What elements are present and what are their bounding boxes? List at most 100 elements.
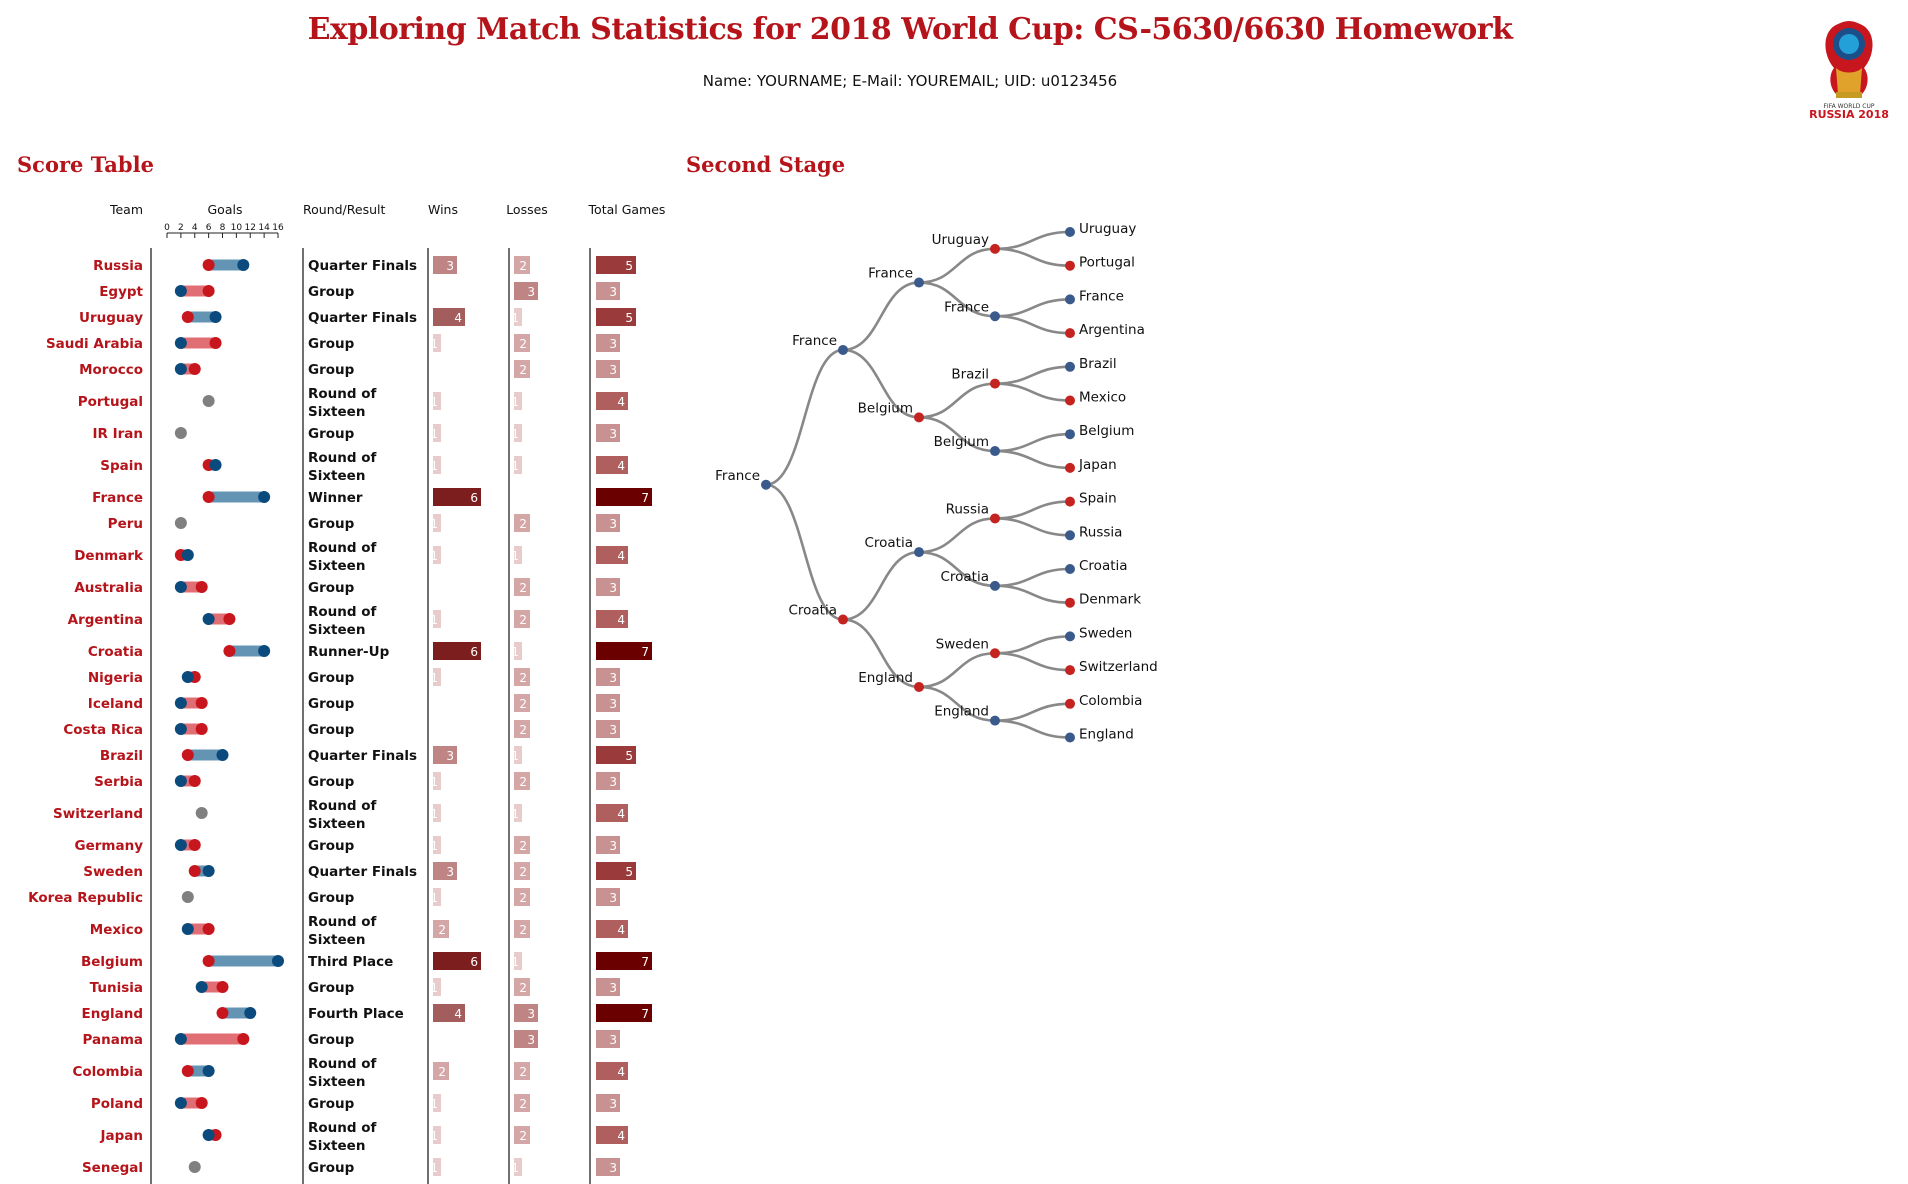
- tree-node: Mexico: [1065, 390, 1126, 406]
- tree-node-dot: [1065, 530, 1075, 541]
- tree-leaf-label: Uruguay: [1079, 221, 1136, 237]
- tree-node-label: France: [715, 468, 760, 484]
- losses-bar: [514, 334, 530, 352]
- losses-bar: [514, 694, 530, 712]
- wins-bar: [433, 746, 457, 764]
- tree-node-dot: [1065, 597, 1075, 608]
- tree-node: France: [1065, 288, 1124, 305]
- losses-value: 1: [511, 395, 519, 409]
- goals-conceded-dot: [202, 491, 215, 503]
- wins-bar: [433, 546, 441, 564]
- goals-made-dot: [244, 1007, 257, 1019]
- tree-leaf-label: Russia: [1079, 524, 1122, 540]
- round-result: Group: [308, 838, 355, 854]
- losses-value: 3: [527, 1033, 535, 1047]
- losses-bar: [514, 720, 530, 738]
- losses-bar: [514, 952, 522, 970]
- round-result: Quarter Finals: [308, 258, 417, 274]
- round-result-line2: Sixteen: [308, 1074, 365, 1090]
- tree-node-dot: [1065, 395, 1075, 406]
- goals-conceded-dot: [223, 645, 236, 657]
- table-row: IR Iran Group 1 1 3: [92, 424, 620, 442]
- goals-tie-dot: [202, 395, 215, 407]
- losses-bar: [514, 1004, 538, 1022]
- table-row: Spain Round of Sixteen 1 1 4: [100, 450, 628, 484]
- goals-axis-tick-label: 14: [258, 223, 270, 233]
- wins-value: 1: [430, 1129, 438, 1143]
- total-value: 4: [617, 613, 625, 627]
- total-bar: [596, 578, 620, 596]
- table-row: Argentina Round of Sixteen 1 2 4: [68, 604, 628, 638]
- tree-link: [994, 298, 1071, 318]
- losses-bar: [514, 1062, 530, 1080]
- losses-bar: [514, 578, 530, 596]
- goals-conceded-dot: [181, 749, 194, 761]
- tree-link: [918, 247, 996, 284]
- score-table: Team Goals Round/Result Wins Losses Total Gam…: [28, 202, 665, 1184]
- tree-leaf-label: Argentina: [1079, 322, 1145, 338]
- losses-value: 2: [519, 581, 527, 595]
- tree-node: France: [944, 299, 1000, 322]
- losses-value: 2: [519, 1129, 527, 1143]
- losses-value: 1: [511, 427, 519, 441]
- losses-value: 1: [511, 645, 519, 659]
- total-value: 3: [609, 427, 617, 441]
- losses-value: 2: [519, 363, 527, 377]
- total-bar: [596, 694, 620, 712]
- total-bar: [596, 392, 628, 410]
- total-bar: [596, 1030, 620, 1048]
- total-bar: [596, 1158, 620, 1176]
- table-row: Senegal Group 1 1 3: [82, 1158, 620, 1176]
- wins-bar: [433, 514, 441, 532]
- col-header-losses: Losses: [506, 202, 548, 217]
- round-result: Group: [308, 890, 355, 906]
- table-row: Uruguay Quarter Finals 4 1 5: [79, 308, 636, 326]
- tree-node-dot: [1065, 732, 1075, 743]
- total-value: 3: [609, 697, 617, 711]
- tree-links: [765, 230, 1071, 739]
- col-header-round: Round/Result: [303, 202, 385, 217]
- total-bar: [596, 952, 652, 970]
- tree-node-dot: [990, 378, 1000, 389]
- total-bar: [596, 610, 628, 628]
- goals-made-dot: [202, 1065, 215, 1077]
- tree-node-dot: [1065, 227, 1075, 237]
- goals-made-dot: [181, 549, 194, 561]
- total-bar: [596, 888, 620, 906]
- total-value: 3: [609, 839, 617, 853]
- wins-value: 1: [430, 1161, 438, 1175]
- losses-bar: [514, 888, 530, 906]
- goals-made-dot: [174, 285, 187, 297]
- total-bar: [596, 668, 620, 686]
- round-result: Fourth Place: [308, 1006, 404, 1022]
- tree-node: Brazil: [1065, 356, 1117, 372]
- tree-node: Uruguay: [932, 232, 1000, 254]
- tree-node: Japan: [1065, 457, 1117, 473]
- losses-value: 2: [519, 259, 527, 273]
- table-row: Croatia Runner-Up 6 1 7: [88, 642, 652, 660]
- tree-link: [842, 281, 920, 352]
- team-name: Tunisia: [90, 980, 143, 996]
- table-row: France Winner 6 7: [92, 488, 652, 506]
- wins-bar: [433, 1094, 441, 1112]
- losses-value: 2: [519, 517, 527, 531]
- tree-node-dot: [990, 715, 1000, 726]
- team-name: Panama: [82, 1032, 143, 1048]
- total-bar: [596, 772, 620, 790]
- table-row: Mexico Round of Sixteen 2 2 4: [90, 914, 628, 948]
- round-result: Group: [308, 284, 355, 300]
- wins-bar: [433, 488, 481, 506]
- tree-leaf-label: Japan: [1078, 457, 1117, 473]
- losses-value: 2: [519, 697, 527, 711]
- goals-made-dot: [174, 839, 187, 851]
- wins-bar: [433, 256, 457, 274]
- team-name: IR Iran: [92, 426, 143, 442]
- tree-node-dot: [1065, 361, 1075, 372]
- losses-bar: [514, 514, 530, 532]
- wins-value: 4: [454, 1007, 462, 1021]
- total-value: 4: [617, 923, 625, 937]
- total-bar: [596, 456, 628, 474]
- total-value: 3: [609, 363, 617, 377]
- total-bar: [596, 256, 636, 274]
